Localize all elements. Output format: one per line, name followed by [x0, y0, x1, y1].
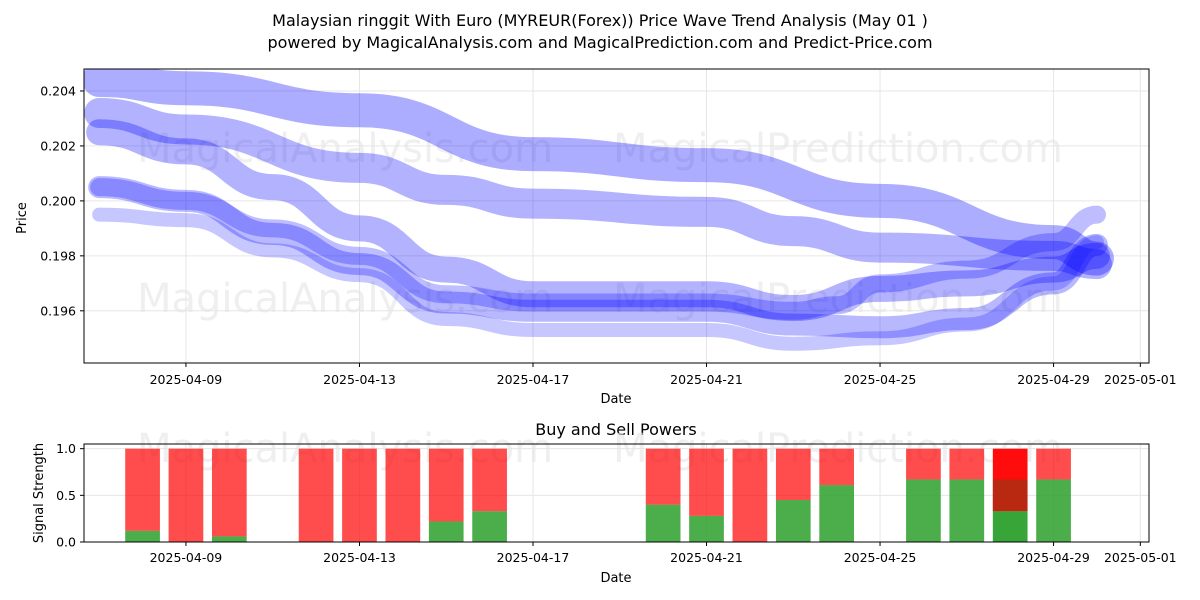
power-plot-frame — [83, 443, 1150, 543]
sell-bar — [949, 448, 985, 480]
power-x-tick-label: 2025-04-25 — [844, 550, 917, 565]
power-y-tick-label: 1.0 — [56, 441, 76, 456]
buy-bar — [992, 511, 1028, 542]
buy-bar — [472, 511, 507, 542]
sell-bar — [342, 448, 377, 542]
power-y-tick-label: 0.0 — [56, 535, 76, 550]
price-y-tick-label: 0.198 — [40, 248, 76, 263]
buy-bar — [211, 536, 247, 542]
price-panel: MagicalAnalysis.com MagicalPrediction.co… — [15, 68, 1177, 407]
buy-bar — [125, 530, 160, 542]
price-x-ticks: 2025-04-09 2025-04-13 2025-04-17 2025-04-21… — [150, 363, 1177, 387]
price-y-tick-label: 0.200 — [40, 193, 76, 208]
power-y-ticks: 0.0 0.5 1.0 — [56, 441, 84, 550]
power-x-tick-label: 2025-04-29 — [1017, 550, 1090, 565]
power-x-tick-label: 2025-05-01 — [1104, 550, 1177, 565]
chart-title: Malaysian ringgit With Euro (MYREUR(Fore… — [272, 11, 928, 30]
sell-bar — [819, 448, 855, 486]
watermark-prediction: MagicalPrediction.com — [613, 276, 1063, 322]
wave-band — [86, 119, 1110, 322]
sell-bar — [472, 448, 507, 512]
price-x-tick-label: 2025-04-21 — [670, 372, 743, 387]
price-x-tick-label: 2025-04-09 — [150, 372, 223, 387]
watermark-analysis: MagicalAnalysis.com — [137, 126, 553, 172]
sell-bar — [211, 448, 247, 537]
price-y-ticks: 0.196 0.198 0.200 0.202 0.204 — [40, 83, 84, 318]
price-y-tick-label: 0.204 — [40, 83, 76, 98]
sell-bar — [1036, 448, 1071, 480]
price-x-tick-label: 2025-04-13 — [323, 372, 396, 387]
price-x-tick-label: 2025-04-29 — [1017, 372, 1090, 387]
sell-bar — [428, 448, 464, 522]
buy-bar — [775, 500, 811, 542]
watermark-prediction: MagicalPrediction.com — [613, 126, 1063, 172]
buy-bar — [428, 521, 464, 542]
buy-bar — [819, 485, 855, 542]
wave-band — [90, 178, 1106, 320]
price-x-axis-label: Date — [600, 392, 631, 407]
power-x-tick-label: 2025-04-09 — [150, 550, 223, 565]
sell-bar — [125, 448, 160, 531]
power-panel: Buy and Sell Powers MagicalAnalysis.com … — [32, 420, 1177, 586]
buy-bar — [1036, 479, 1071, 542]
power-bars — [125, 448, 1071, 542]
price-watermarks: MagicalAnalysis.com MagicalPrediction.co… — [137, 126, 1063, 322]
sell-bar — [168, 448, 204, 542]
power-x-axis-label: Date — [600, 571, 631, 586]
sell-bar — [775, 448, 811, 500]
power-x-tick-label: 2025-04-21 — [670, 550, 743, 565]
price-x-tick-label: 2025-04-17 — [497, 372, 570, 387]
sell-bar — [385, 448, 421, 542]
price-x-tick-label: 2025-04-25 — [844, 372, 917, 387]
wave-band — [84, 69, 1114, 276]
buy-bar — [689, 515, 724, 542]
price-y-axis-label: Price — [15, 202, 30, 234]
sell-bar — [689, 448, 724, 516]
sell-bar — [906, 448, 941, 480]
power-x-tick-label: 2025-04-17 — [497, 550, 570, 565]
power-x-tick-label: 2025-04-13 — [323, 550, 396, 565]
wave-band — [84, 97, 1112, 280]
price-plot-frame — [83, 68, 1150, 364]
sell-bar — [298, 448, 334, 542]
price-x-tick-label: 2025-05-01 — [1104, 372, 1177, 387]
wave-bands — [84, 69, 1114, 351]
power-title: Buy and Sell Powers — [535, 420, 697, 439]
price-grid — [84, 69, 1149, 363]
power-y-tick-label: 0.5 — [56, 488, 76, 503]
price-y-tick-label: 0.202 — [40, 138, 76, 153]
buy-bar — [645, 504, 681, 542]
wave-band — [88, 176, 1108, 339]
buy-bar — [906, 479, 941, 542]
chart-subtitle: powered by MagicalAnalysis.com and Magic… — [267, 33, 932, 52]
power-y-axis-label: Signal Strength — [32, 443, 47, 543]
sell-bar — [732, 448, 768, 542]
watermark-analysis: MagicalAnalysis.com — [137, 276, 553, 322]
sell-bar — [645, 448, 681, 505]
buy-bar — [949, 479, 985, 542]
wave-band — [92, 207, 1104, 351]
power-x-ticks: 2025-04-09 2025-04-13 2025-04-17 2025-04-21… — [150, 542, 1177, 565]
price-y-tick-label: 0.196 — [40, 303, 76, 318]
overlap-bar — [992, 479, 1028, 512]
